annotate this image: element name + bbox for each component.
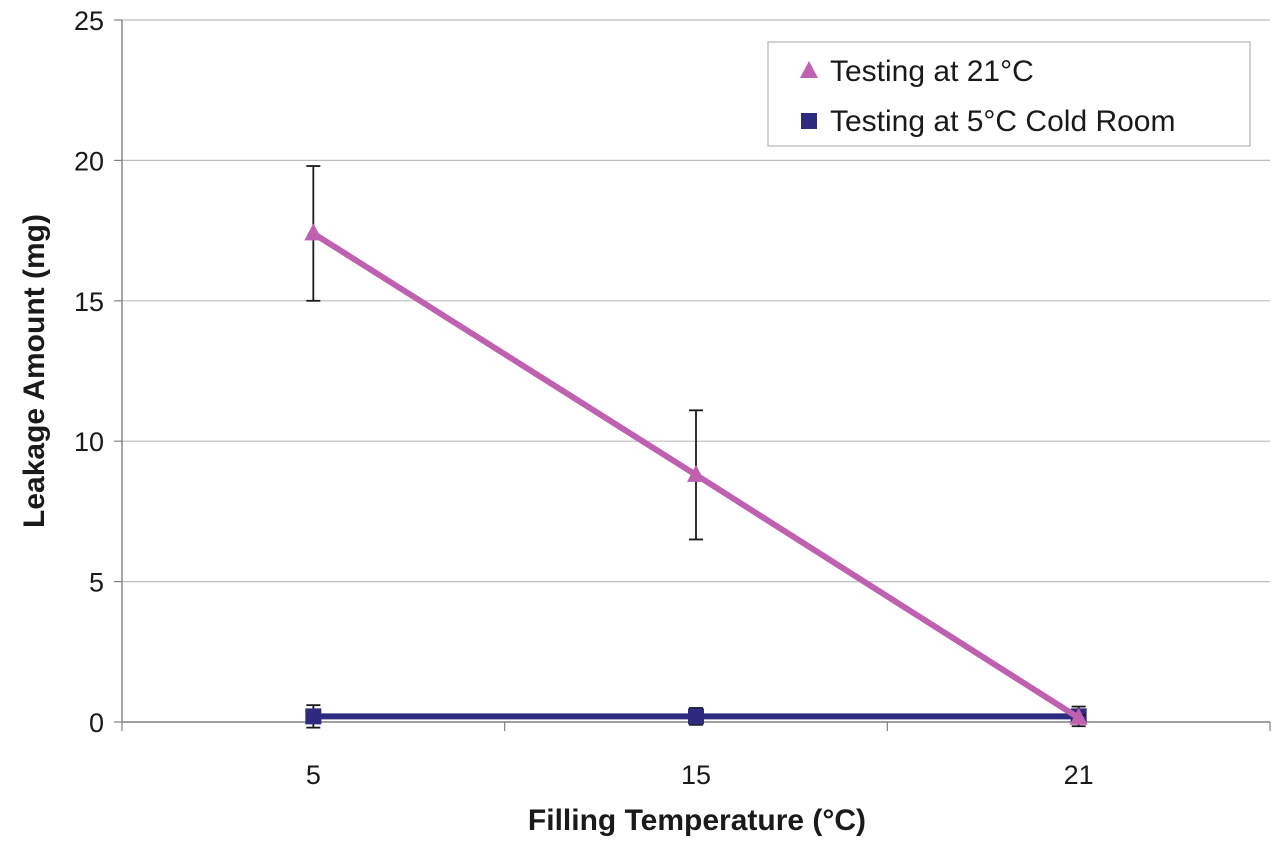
x-tick-label: 15 <box>681 760 711 790</box>
x-tick-label: 5 <box>306 760 321 790</box>
data-point-triangle <box>687 464 705 482</box>
legend-triangle-marker <box>800 61 818 78</box>
data-point-square <box>688 708 704 725</box>
data-point-triangle <box>1069 707 1088 725</box>
series <box>304 165 1088 729</box>
x-axis-title: Filling Temperature (°C) <box>528 804 866 837</box>
series-2 <box>305 704 1087 729</box>
y-tick-label: 20 <box>74 146 104 176</box>
legend-label-series-1: Testing at 21°C <box>830 55 1034 88</box>
legend-label-series-2: Testing at 5°C Cold Room <box>830 105 1175 138</box>
y-tick-label: 10 <box>74 427 104 457</box>
y-tick-label: 0 <box>89 708 104 738</box>
legend-square-marker <box>801 113 817 129</box>
data-point-triangle <box>304 223 323 241</box>
x-tick-labels: 5 15 21 <box>306 760 1094 790</box>
legend-box <box>767 41 1251 147</box>
x-tick-label: 21 <box>1064 760 1094 790</box>
legend: Testing at 21°C Testing at 5°C Cold Room <box>767 41 1251 147</box>
y-tick-label: 15 <box>74 287 104 317</box>
y-axis-title: Leakage Amount (mg) <box>18 214 51 528</box>
y-tick-label: 25 <box>74 6 104 36</box>
y-tick-labels: 0 5 10 15 20 25 <box>74 6 104 738</box>
data-point-square <box>305 708 322 725</box>
series-1 <box>304 165 1088 725</box>
y-tick-label: 5 <box>89 568 104 598</box>
